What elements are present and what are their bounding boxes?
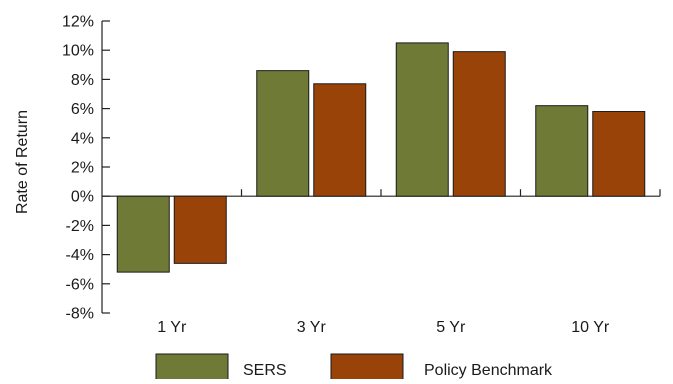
bar-policy-benchmark: [592, 111, 646, 197]
y-tick-label: 10%: [62, 43, 94, 60]
plot-area: -8% -6% -4% -2% 0% 2% 4% 6% 8% 10% 12% 1 Yr 3 Yr 5 Yr…: [62, 14, 661, 336]
legend: SERS Policy Benchmark: [155, 353, 553, 381]
y-tick-label: -2%: [66, 218, 94, 235]
y-tick-label: -8%: [66, 306, 94, 323]
x-tick-label: 1 Yr: [157, 319, 187, 336]
legend-label: Policy Benchmark: [424, 362, 553, 379]
y-tick-label: 4%: [71, 130, 94, 147]
bar-sers: [395, 42, 449, 197]
y-tick-label: 8%: [71, 72, 94, 89]
bar-sers: [116, 195, 170, 273]
y-tick-label: 2%: [71, 160, 94, 177]
x-tick-label: 5 Yr: [436, 319, 466, 336]
y-tick-label: -4%: [66, 247, 94, 264]
y-tick-label: -6%: [66, 276, 94, 293]
x-tick-label: 3 Yr: [297, 319, 327, 336]
legend-swatch-sers: [155, 353, 229, 381]
legend-swatch-policy-benchmark: [330, 353, 404, 381]
bar-policy-benchmark: [313, 83, 367, 197]
bar-policy-benchmark: [173, 195, 227, 264]
y-tick-label: 12%: [62, 14, 94, 31]
x-tick-label: 10 Yr: [571, 319, 610, 336]
y-tick-label: 0%: [71, 189, 94, 206]
y-axis-label: Rate of Return: [14, 110, 31, 214]
y-tick-label: 6%: [71, 101, 94, 118]
bar-policy-benchmark: [452, 51, 506, 197]
bar-sers: [256, 70, 310, 197]
legend-label: SERS: [243, 362, 287, 379]
bar-sers: [535, 105, 589, 197]
